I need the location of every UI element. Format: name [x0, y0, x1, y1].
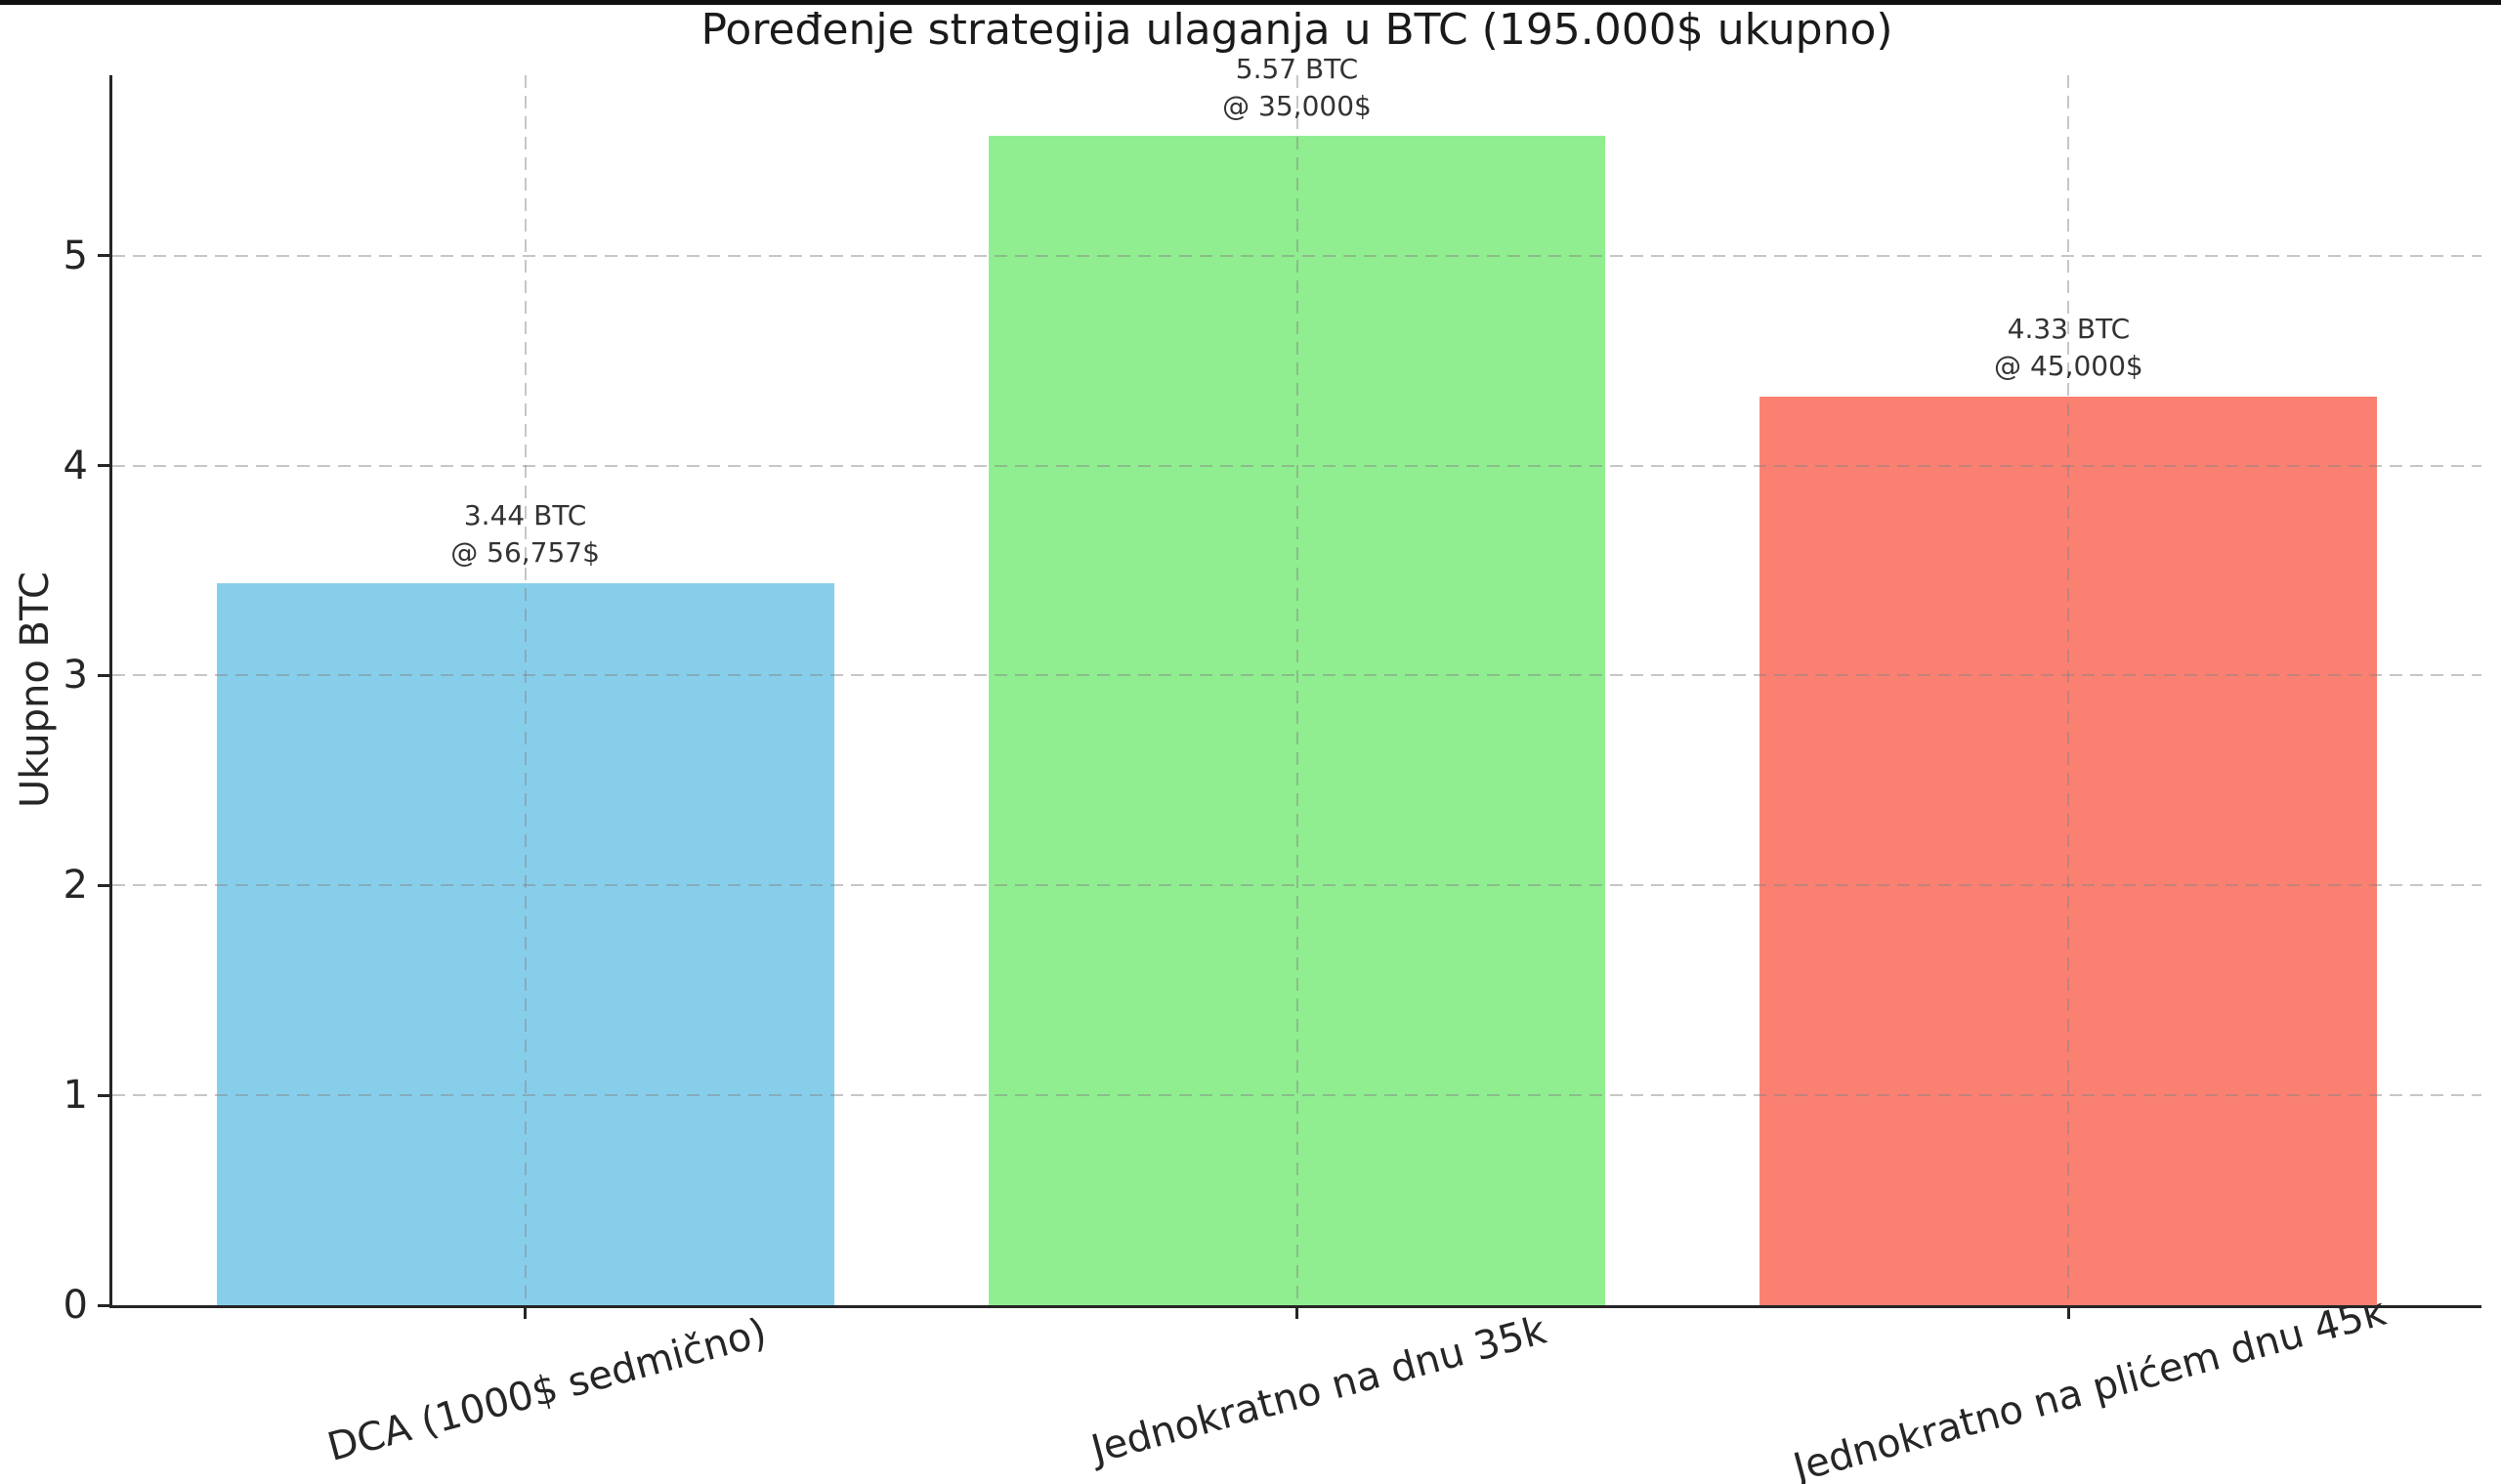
x-axis-spine [109, 1305, 2481, 1308]
bar-value-label-1-line-1: @ 35,000$ [1222, 89, 1372, 122]
y-tick-label-3: 3 [63, 653, 88, 699]
x-tick-label-2: Jednokratno na plićem dnu 45k [1789, 1289, 2392, 1484]
x-tick-mark-2 [2066, 1308, 2070, 1319]
x-tick-label-1: Jednokratno na dnu 35k [1086, 1307, 1550, 1473]
y-tick-label-4: 4 [63, 443, 88, 488]
y-tick-mark-4 [98, 464, 109, 468]
chart-title: Poređenje strategija ulaganja u BTC (195… [700, 5, 1893, 55]
y-tick-mark-3 [98, 673, 109, 677]
y-tick-label-0: 0 [63, 1283, 88, 1328]
bar-value-label-0-line-1: @ 56,757$ [450, 536, 600, 570]
bar-value-label-0: 3.44 BTC @ 56,757$ [450, 497, 600, 572]
bar-value-label-1: 5.57 BTC @ 35,000$ [1222, 51, 1372, 125]
y-tick-mark-0 [98, 1303, 109, 1307]
bar-1 [988, 136, 1606, 1305]
bar-value-label-0-line-0: 3.44 BTC [463, 499, 587, 532]
y-tick-label-1: 1 [63, 1073, 88, 1119]
y-tick-label-5: 5 [63, 233, 88, 278]
bar-2 [1759, 396, 2378, 1305]
bar-annotations-layer: 3.44 BTC @ 56,757$ 5.57 BTC @ 35,000$ 4.33 B… [112, 53, 2481, 1305]
x-tick-label-0: DCA (1000$ sedmično) [322, 1309, 772, 1471]
bar-value-label-2-line-1: @ 45,000$ [1994, 349, 2143, 382]
x-tick-mark-1 [1295, 1308, 1298, 1319]
y-axis-spine [109, 75, 112, 1308]
bar-value-label-2-line-0: 4.33 BTC [2007, 313, 2131, 346]
bar-value-label-2: 4.33 BTC @ 45,000$ [1994, 311, 2143, 385]
bar-0 [216, 582, 834, 1305]
bars-layer [112, 75, 2481, 1305]
y-tick-mark-2 [98, 883, 109, 887]
window-top-strip [0, 0, 2501, 5]
x-tick-mark-0 [524, 1308, 528, 1319]
bar-value-label-1-line-0: 5.57 BTC [1235, 52, 1359, 85]
y-tick-mark-1 [98, 1093, 109, 1097]
y-tick-mark-5 [98, 254, 109, 258]
y-tick-label-2: 2 [63, 863, 88, 909]
plot-area: 3.44 BTC @ 56,757$ 5.57 BTC @ 35,000$ 4.33 B… [112, 53, 2481, 1305]
